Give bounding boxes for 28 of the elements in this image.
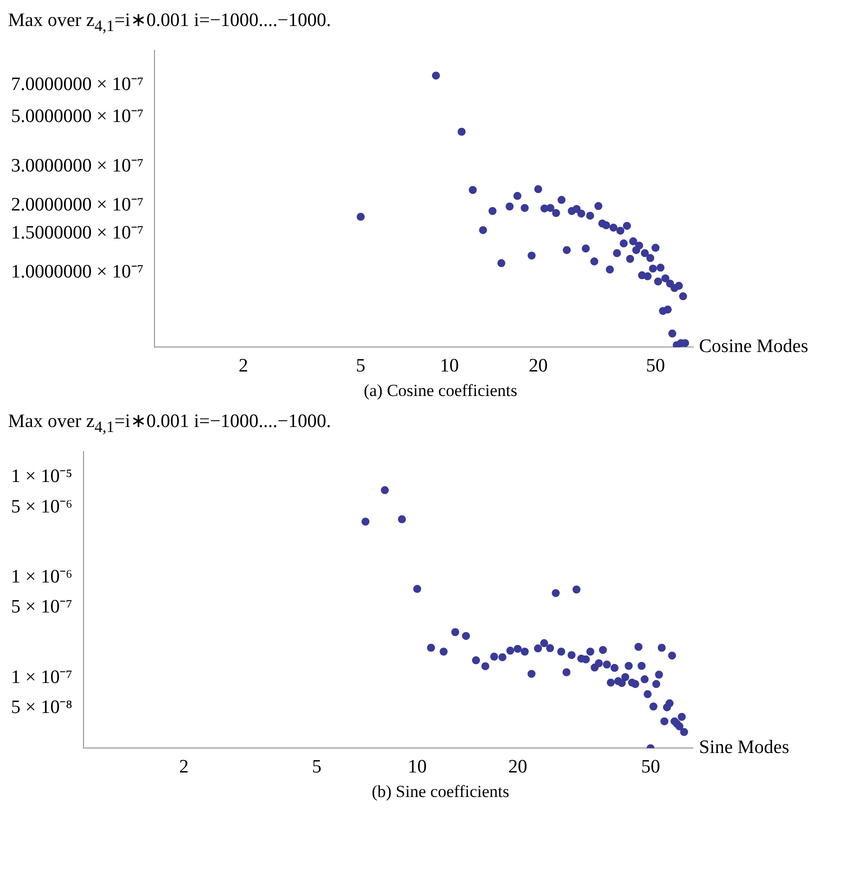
x-tick-label: 10 <box>440 355 459 376</box>
y-tick-label: 1 × 10⁻⁵ <box>10 466 72 487</box>
x-tick-label: 5 <box>356 355 366 376</box>
x-tick-label: 2 <box>179 756 189 778</box>
y-tick-label: 1 × 10⁻⁷ <box>10 666 72 688</box>
y-tick-label: 5 × 10⁻⁶ <box>10 496 72 517</box>
y-tick-label: 2.0000000 × 10⁻⁷ <box>10 194 144 216</box>
text: (a) Cosine coefficients <box>362 380 518 401</box>
x-tick-label: 2 <box>238 355 248 376</box>
x-axis-title: Sine Modes <box>699 736 790 758</box>
chart-title: Max over z$_{4,1}$=i∗0.001 i=−1000....−1000. <box>8 410 332 437</box>
x-tick-label: 10 <box>408 756 427 778</box>
x-tick-label: 20 <box>508 756 528 778</box>
y-tick-label: 1.0000000 × 10⁻⁷ <box>10 261 144 282</box>
y-tick-label: 5 × 10⁻⁸ <box>10 696 72 718</box>
x-axis-title: Cosine Modes <box>699 336 808 357</box>
y-tick-label: 1 × 10⁻⁶ <box>10 566 72 588</box>
x-tick-label: 50 <box>646 355 666 376</box>
x-tick-label: 20 <box>528 355 548 376</box>
x-tick-label: 50 <box>641 756 660 778</box>
chart-title: Max over z$_{4,1}$=i∗0.001 i=−1000....−1000. <box>8 9 332 36</box>
y-tick-label: 7.0000000 × 10⁻⁷ <box>10 74 144 95</box>
y-tick-label: 5.0000000 × 10⁻⁷ <box>10 106 144 127</box>
x-tick-label: 5 <box>312 756 322 778</box>
y-tick-label: 3.0000000 × 10⁻⁷ <box>10 155 144 176</box>
text: (b) Sine coefficients <box>370 782 510 802</box>
y-tick-label: 5 × 10⁻⁷ <box>10 596 72 618</box>
y-tick-label: 1.5000000 × 10⁻⁷ <box>10 222 144 244</box>
